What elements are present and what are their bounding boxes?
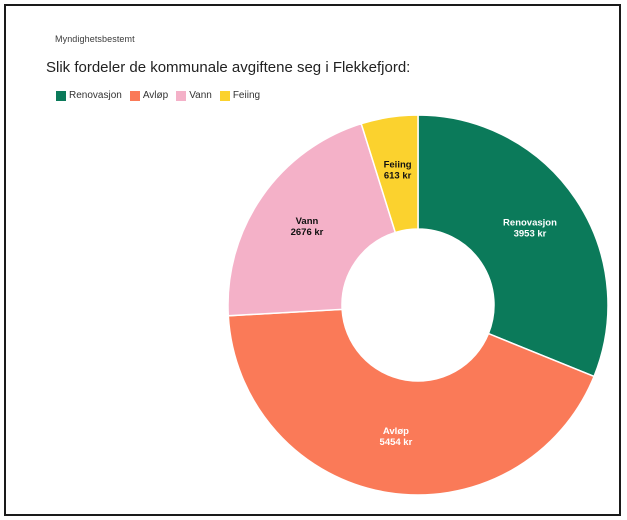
- legend: Renovasjon Avløp Vann Feiing: [56, 90, 260, 101]
- slice-label-avlop: Avløp 5454 kr: [380, 426, 413, 448]
- slice-label-vann: Vann 2676 kr: [291, 216, 324, 238]
- slice-feiing[interactable]: [360, 114, 419, 234]
- slice-renovasjon[interactable]: [417, 114, 609, 378]
- legend-item-avlop[interactable]: Avløp: [129, 90, 169, 101]
- legend-swatch-renovasjon: [56, 90, 66, 101]
- slice-avlop[interactable]: [227, 308, 596, 496]
- legend-item-vann[interactable]: Vann: [176, 90, 212, 101]
- legend-label-feiing: Feiing: [232, 90, 261, 101]
- legend-swatch-vann: [176, 90, 187, 101]
- legend-item-renovasjon[interactable]: Renovasjon: [56, 90, 122, 101]
- legend-swatch-avlop: [129, 90, 140, 101]
- slice-label-feiing: Feiing 613 kr: [384, 160, 412, 182]
- slice-vann[interactable]: [227, 122, 397, 317]
- legend-label-vann: Vann: [189, 90, 212, 101]
- tagline: Myndighetsbestemt: [55, 34, 135, 44]
- legend-label-renovasjon: Renovasjon: [69, 90, 122, 101]
- slice-label-renovasjon: Renovasjon 3953 kr: [503, 218, 557, 240]
- legend-label-avlop: Avløp: [142, 90, 169, 101]
- chart-title: Slik fordeler de kommunale avgiftene seg…: [46, 59, 411, 76]
- legend-swatch-feiing: [219, 90, 230, 101]
- legend-item-feiing[interactable]: Feiing: [219, 90, 261, 101]
